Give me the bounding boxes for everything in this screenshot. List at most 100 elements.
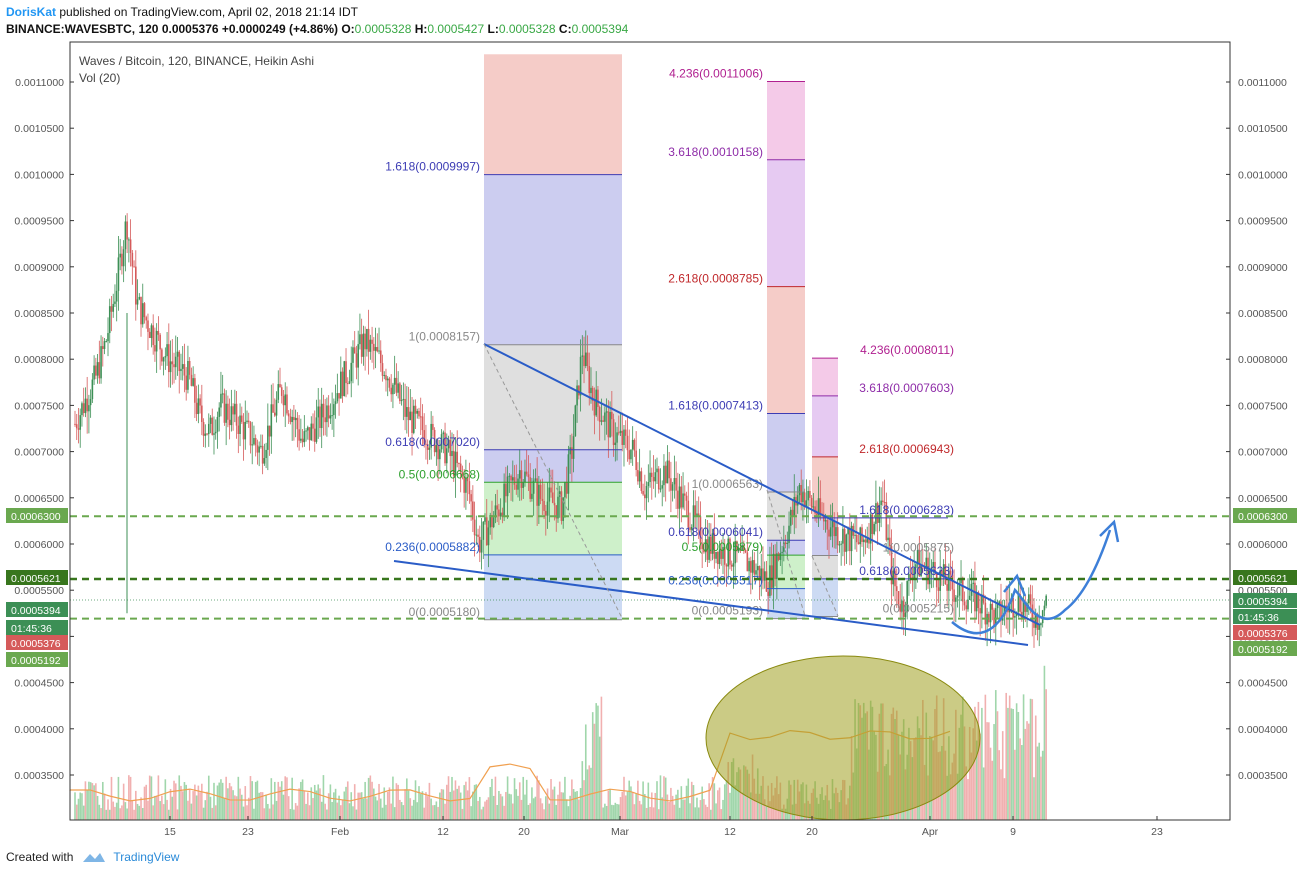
price-tag-left-label: 0.0005376	[11, 638, 61, 650]
candle-body	[772, 553, 775, 588]
candle-body	[878, 504, 881, 523]
candle-body	[650, 472, 653, 477]
volume-bar	[105, 809, 108, 820]
volume-bar	[565, 799, 568, 820]
candle-body	[110, 306, 113, 312]
candle-body	[414, 405, 417, 414]
volume-bar	[74, 792, 76, 820]
tradingview-link[interactable]: TradingView	[113, 850, 180, 864]
price-tag-right-label: 0.0005192	[1238, 644, 1288, 656]
volume-bar	[291, 777, 293, 820]
symbol-label: BINANCE:WAVESBTC, 120	[6, 22, 159, 36]
candle-body	[989, 603, 992, 623]
volume-bar	[650, 792, 653, 820]
candle-body	[517, 478, 519, 490]
volume-bar	[584, 724, 587, 820]
volume-bar	[89, 782, 92, 820]
volume-bar	[737, 767, 740, 820]
volume-bar	[604, 803, 606, 820]
volume-bar	[630, 786, 632, 820]
author-link[interactable]: DorisKat	[6, 5, 57, 19]
volume-bar	[1022, 694, 1025, 820]
candle-body	[425, 443, 427, 445]
candle-body	[346, 383, 349, 385]
candle-body	[475, 534, 478, 536]
candle-body	[781, 551, 783, 554]
volume-bar	[260, 792, 262, 820]
volume-bar	[701, 786, 703, 820]
volume-bar	[518, 782, 521, 820]
volume-bar	[470, 806, 472, 820]
volume-bar	[392, 776, 394, 820]
candle-body	[515, 484, 518, 490]
candle-body	[927, 557, 929, 585]
volume-bar	[133, 809, 135, 820]
volume-bar	[400, 802, 403, 820]
candle-body	[340, 371, 342, 399]
x-tick-label: 12	[724, 826, 736, 838]
candle-body	[913, 567, 915, 580]
candle-body	[529, 477, 531, 499]
candle-body	[730, 564, 733, 567]
candle-body	[1024, 601, 1027, 612]
fib-level-label: 0.236(0.0005882)	[385, 540, 480, 554]
candle-body	[1026, 603, 1028, 612]
candle-body	[769, 565, 771, 596]
volume-bar	[449, 791, 452, 820]
candle-body	[642, 490, 644, 495]
candle-body	[906, 581, 908, 613]
volume-bar	[496, 804, 498, 820]
volume-bar	[197, 785, 200, 820]
candle-body	[569, 447, 571, 455]
candle-body	[162, 357, 165, 362]
fib-zone	[484, 344, 622, 450]
candle-body	[235, 403, 238, 426]
candle-body	[421, 416, 424, 431]
volume-bar	[515, 789, 518, 820]
volume-bar	[121, 805, 123, 820]
volume-bar	[227, 788, 229, 820]
candle-body	[850, 525, 853, 552]
volume-bar	[769, 801, 771, 820]
volume-bar	[649, 806, 651, 820]
volume-bar	[169, 788, 172, 820]
volume-bar	[993, 724, 995, 820]
volume-bar	[353, 784, 356, 820]
footer: Created with TradingView	[6, 850, 179, 864]
volume-bar	[444, 803, 446, 820]
candle-body	[977, 592, 980, 609]
volume-bar	[661, 797, 664, 820]
candle-body	[951, 574, 954, 590]
volume-bar	[675, 794, 677, 820]
fib-boxes	[484, 54, 838, 620]
volume-bar	[1045, 689, 1047, 820]
candle-body	[819, 498, 822, 514]
candle-body	[155, 330, 158, 352]
volume-bar	[294, 803, 297, 820]
candle-body	[267, 425, 269, 450]
volume-bar	[1026, 721, 1028, 820]
volume-bar	[124, 802, 127, 820]
candle-body	[1007, 608, 1009, 613]
candle-body	[996, 603, 999, 609]
fib-level-label: 1(0.0008157)	[409, 330, 480, 344]
candle-body	[909, 574, 912, 578]
candle-body	[671, 484, 674, 491]
volume-bar	[256, 780, 259, 820]
candle-body	[265, 449, 267, 459]
volume-bar	[1041, 750, 1044, 820]
candle-body	[588, 366, 591, 394]
candle-body	[670, 478, 672, 491]
candle-body	[329, 415, 332, 419]
volume-bar	[115, 802, 118, 820]
candle-body	[859, 527, 862, 545]
y-tick-label-left: 0.0004000	[14, 724, 64, 736]
candle-body	[965, 605, 968, 610]
volume-bar	[562, 792, 564, 820]
candle-body	[605, 411, 608, 413]
volume-bar	[558, 781, 561, 820]
volume-bar	[988, 722, 990, 820]
candle-body	[1043, 605, 1046, 611]
candle-body	[499, 512, 502, 517]
